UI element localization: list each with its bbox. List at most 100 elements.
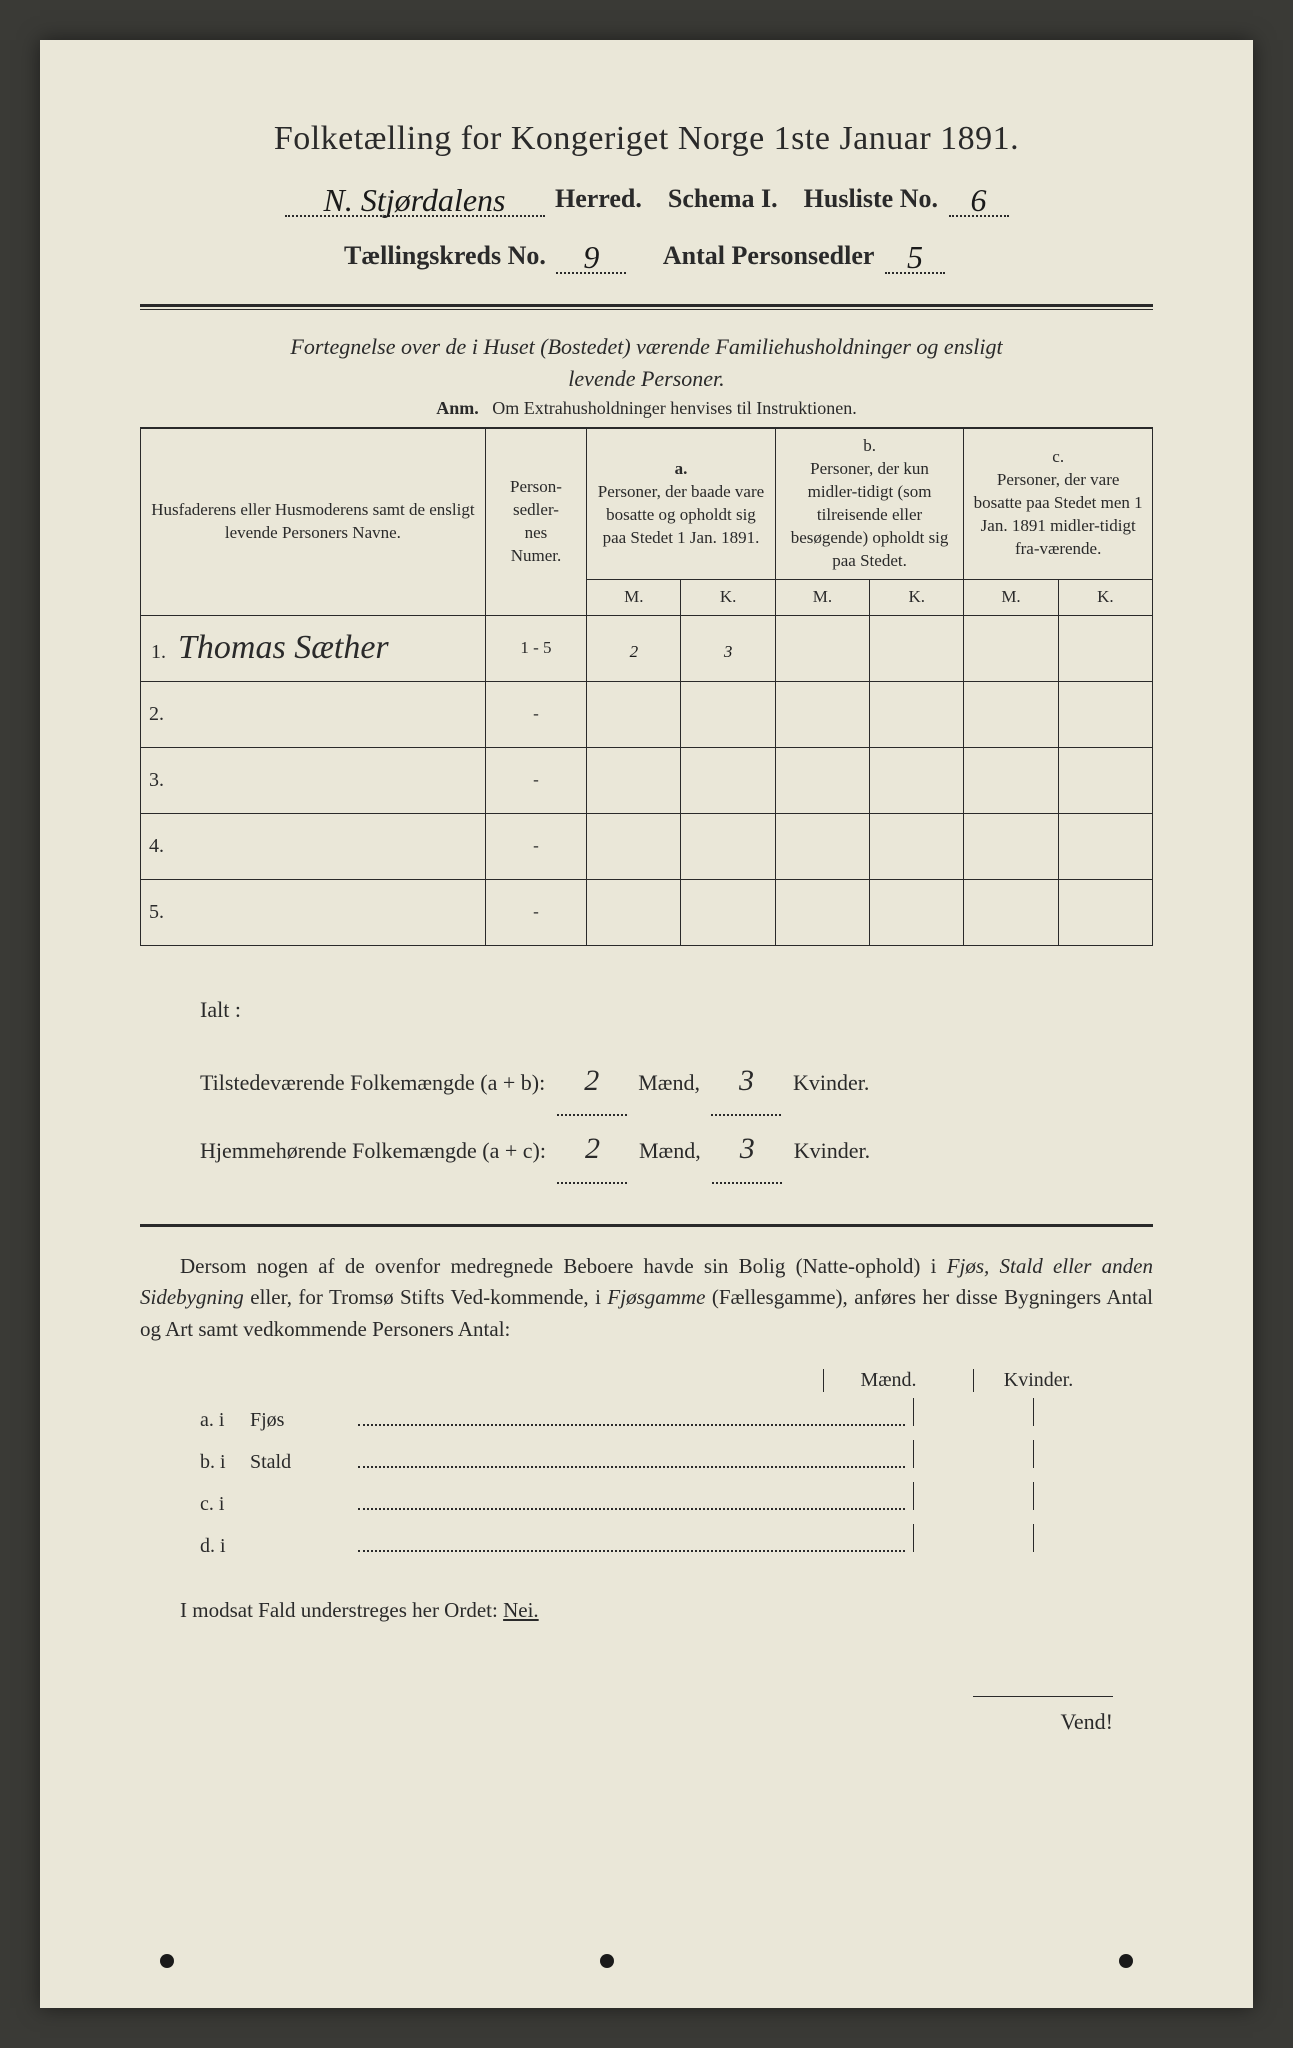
desc-text-1: Fortegnelse over de i Huset (Bostedet) v… [290,334,1002,359]
para-text-1: Dersom nogen af de ovenfor medregnede Be… [180,1254,947,1278]
bygning-m [913,1482,1033,1510]
col-a-label: a. [675,459,688,478]
col-b-m: M. [775,579,869,615]
vend-divider [973,1696,1113,1697]
col-c-k: K. [1058,579,1152,615]
bygning-k [1033,1440,1153,1468]
herred-label: Herred. [555,184,642,213]
row-c-m [964,615,1058,681]
tilstede-m: 2 [584,1064,599,1097]
row-name: Thomas Sæther [178,629,389,666]
col-a-k: K. [681,579,775,615]
row-num: 2. [149,703,176,725]
bygning-block: Mænd. Kvinder. a. i Fjøs b. i Stald c. i… [200,1369,1153,1558]
desc-text-2: levende Personer. [568,366,724,391]
bygning-paragraph: Dersom nogen af de ovenfor medregnede Be… [140,1251,1153,1346]
kreds-field: 9 [556,235,626,274]
row-a-k: 3 [681,619,775,685]
bygning-loc-a: Fjøs [250,1409,350,1432]
description-line-2: levende Personer. [140,366,1153,392]
col-b-text: Personer, der kun midler-tidigt (som til… [791,459,949,570]
tilstede-label: Tilstedeværende Folkemængde (a + b): [200,1059,545,1107]
bygning-dots [358,1508,905,1510]
bygning-dots [358,1424,905,1426]
bygning-m [913,1524,1033,1552]
bygning-kvinder-header: Kvinder. [973,1369,1093,1392]
census-form-page: Folketælling for Kongeriget Norge 1ste J… [40,40,1253,2008]
row-num: 3. [149,769,176,791]
bygning-lbl-d: d. i [200,1535,250,1558]
bygning-maend-header: Mænd. [823,1369,943,1392]
row-num: 5. [149,901,176,923]
table-row: 2. - [141,681,1153,747]
totals-block: Ialt : Tilstedeværende Folkemængde (a + … [200,986,1153,1184]
row-b-m [775,615,869,681]
row-num: 4. [149,835,176,857]
antal-field: 5 [885,235,945,274]
maend-label-2: Mænd, [639,1138,701,1163]
subtitle-row-2: Tællingskreds No. 9 Antal Personsedler 5 [140,235,1153,274]
antal-value: 5 [907,239,923,275]
ink-spot-icon [1119,1954,1133,1968]
bygning-row: a. i Fjøs [200,1398,1153,1432]
kvinder-label: Kvinder. [793,1070,869,1095]
row-numer: - [485,681,586,747]
herred-field: N. Stjørdalens [285,178,545,217]
anm-bold: Anm. [436,398,479,418]
table-row: 3. - [141,747,1153,813]
col-a-text: Personer, der baade vare bosatte og opho… [598,482,764,547]
nei-line: I modsat Fald understreges her Ordet: Ne… [140,1598,1153,1623]
bygning-lbl-a: a. i [200,1409,250,1432]
ink-spot-icon [600,1954,614,1968]
bygning-k [1033,1398,1153,1426]
kreds-value: 9 [583,239,599,275]
row-numer: - [485,813,586,879]
anm-text: Om Extrahusholdninger henvises til Instr… [492,398,856,418]
bygning-m [913,1440,1033,1468]
bygning-m [913,1398,1033,1426]
col-name-header: Husfaderens eller Husmoderens samt de en… [151,500,474,542]
bygning-lbl-c: c. i [200,1493,250,1516]
bygning-k [1033,1524,1153,1552]
husliste-value: 6 [971,182,987,218]
col-c-text: Personer, der vare bosatte paa Stedet me… [974,470,1143,558]
herred-value: N. Stjørdalens [324,182,506,218]
bygning-k [1033,1482,1153,1510]
row-numer: - [485,879,586,945]
col-b-k: K. [870,579,964,615]
kvinder-label-2: Kvinder. [794,1138,870,1163]
husliste-label: Husliste No. [804,184,938,213]
ink-spot-icon [160,1954,174,1968]
husliste-field: 6 [949,178,1009,217]
row-num: 1. [151,641,178,663]
col-c-m: M. [964,579,1058,615]
maend-label: Mænd, [638,1070,700,1095]
anm-line: Anm. Om Extrahusholdninger henvises til … [140,398,1153,419]
bygning-row: c. i [200,1482,1153,1516]
schema-label: Schema I. [668,184,778,213]
row-numer: - [485,747,586,813]
bygning-header: Mænd. Kvinder. [200,1369,1153,1392]
tilstede-k: 3 [739,1064,754,1097]
tilstede-row: Tilstedeværende Folkemængde (a + b): 2 M… [200,1048,1153,1116]
col-c-label: c. [1052,447,1064,466]
hjemme-k: 3 [740,1132,755,1165]
bygning-loc-b: Stald [250,1451,350,1474]
census-table: Husfaderens eller Husmoderens samt de en… [140,428,1153,946]
table-row: 4. - [141,813,1153,879]
col-numer-header: Person- sedler- nes Numer. [510,477,562,565]
hjemme-row: Hjemmehørende Folkemængde (a + c): 2 Mæn… [200,1116,1153,1184]
nei-text: I modsat Fald understreges her Ordet: [180,1598,503,1622]
census-table-body: 1.Thomas Sæther 1 - 5 2 3 2. - 3. - 4. [141,615,1153,945]
bygning-lbl-b: b. i [200,1451,250,1474]
subtitle-row-1: N. Stjørdalens Herred. Schema I. Huslist… [140,178,1153,217]
table-row: 5. - [141,879,1153,945]
table-row: 1.Thomas Sæther 1 - 5 2 3 [141,615,1153,681]
nei-word: Nei. [503,1598,539,1622]
antal-label: Antal Personsedler [663,241,875,270]
row-numer: 1 - 5 [485,615,586,681]
row-b-k [870,615,964,681]
vend-block: Vend! [140,1683,1153,1735]
row-c-k [1058,615,1152,681]
description-line-1: Fortegnelse over de i Huset (Bostedet) v… [140,334,1153,360]
